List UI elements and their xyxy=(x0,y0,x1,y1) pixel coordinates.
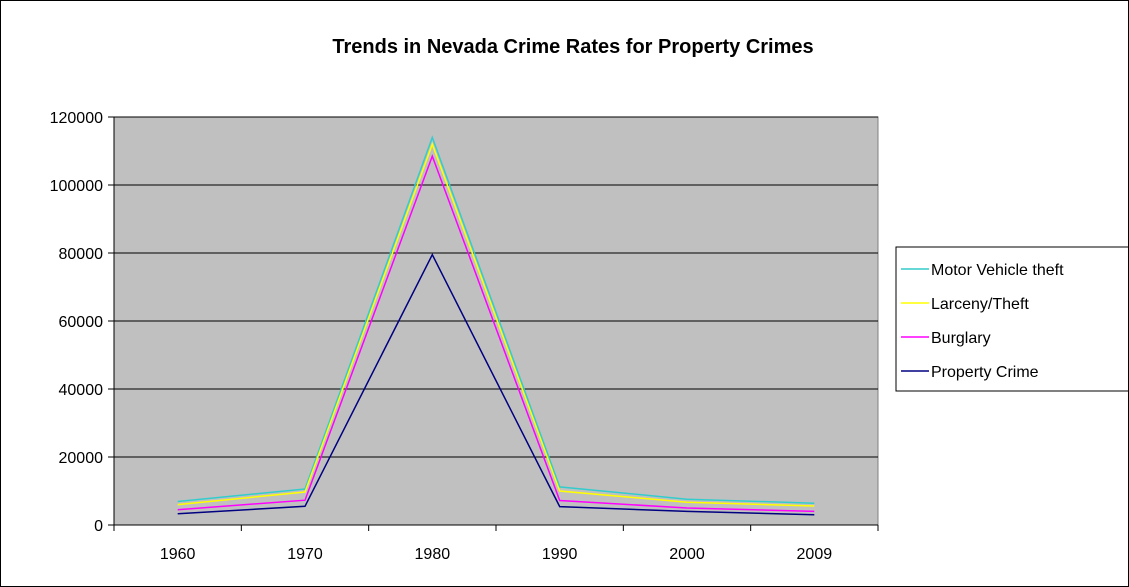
axes: 0 20000 40000 60000 80000 100000 120000 1960 197… xyxy=(50,110,879,563)
y-tick-label: 100000 xyxy=(50,178,103,195)
x-tick-label: 1980 xyxy=(415,546,451,563)
y-tick-label: 80000 xyxy=(59,246,104,263)
legend-box xyxy=(895,246,1128,392)
legend-label-burglary: Burglary xyxy=(931,330,991,347)
series-line-motor-vehicle-theft xyxy=(177,135,815,504)
series-line-property-crime xyxy=(177,253,815,516)
series-line-larceny-theft xyxy=(177,142,815,507)
x-tick-label: 1960 xyxy=(160,546,196,563)
y-tick-label: 120000 xyxy=(50,110,103,127)
y-tick-label: 40000 xyxy=(59,382,104,399)
x-tick-label: 1990 xyxy=(542,546,578,563)
series-lines xyxy=(177,135,815,516)
y-tick-label: 20000 xyxy=(59,450,104,467)
legend-label-larceny-theft: Larceny/Theft xyxy=(931,296,1029,313)
gridlines xyxy=(114,116,878,458)
series-line-burglary xyxy=(177,153,815,513)
legend-label-property-crime: Property Crime xyxy=(931,364,1039,381)
x-tick-label: 1970 xyxy=(287,546,323,563)
chart-title: Trends in Nevada Crime Rates for Propert… xyxy=(332,36,813,58)
y-tick-label: 60000 xyxy=(59,314,104,331)
legend: Motor Vehicle theft Larceny/Theft Burglary… xyxy=(895,246,1128,392)
x-tick-label: 2000 xyxy=(669,546,705,563)
y-tick-label: 0 xyxy=(94,518,103,535)
legend-label-motor-vehicle-theft: Motor Vehicle theft xyxy=(931,262,1064,279)
x-tick-label: 2009 xyxy=(797,546,833,563)
